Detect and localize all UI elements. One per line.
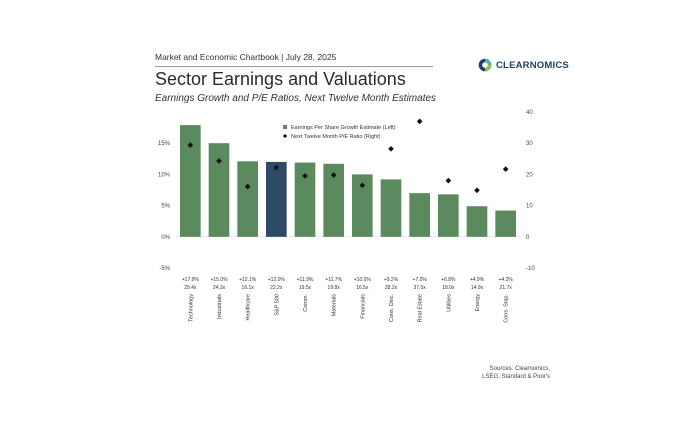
eps-growth-label: +12.0% — [268, 277, 286, 283]
chartbook-header: Market and Economic Chartbook | July 28,… — [155, 52, 337, 62]
bar-9 — [438, 194, 459, 237]
pe-ratio-label: 37.0x — [414, 285, 427, 291]
pe-ratio-label: 14.9x — [471, 285, 484, 291]
header-rule — [155, 66, 433, 67]
pe-marker-4 — [302, 173, 308, 179]
category-label: Comm. — [303, 294, 309, 312]
right-axis-tick: 0 — [526, 235, 530, 241]
pe-marker-0 — [187, 142, 194, 148]
bar-10 — [466, 206, 488, 237]
pe-ratio-label: 18.0x — [442, 285, 455, 291]
pe-marker-1 — [216, 158, 222, 164]
pe-ratio-label: 22.2x — [270, 285, 283, 291]
eps-growth-label: +10.0% — [354, 277, 372, 283]
category-label: Cons. Disc. — [389, 294, 395, 323]
legend-marker-label: Next Twelve Month P/E Ratio (Right) — [291, 134, 381, 140]
eps-growth-label: +11.7% — [325, 277, 342, 283]
left-axis-tick: -5% — [159, 266, 170, 272]
eps-growth-label: +7.0% — [413, 277, 428, 283]
left-axis-tick: 15% — [158, 141, 171, 147]
bar-6 — [352, 174, 373, 237]
bar-3 — [266, 161, 287, 237]
pe-ratio-label: 28.2x — [385, 285, 398, 291]
bar-5 — [323, 163, 344, 237]
pe-marker-7 — [388, 145, 394, 152]
eps-growth-label: +15.0% — [210, 277, 228, 283]
eps-growth-label: +9.2% — [384, 277, 399, 283]
pe-marker-10 — [474, 187, 480, 194]
pe-marker-6 — [359, 182, 366, 189]
pe-marker-9 — [445, 177, 452, 184]
category-label: Financials — [360, 294, 366, 319]
eps-growth-label: +4.2% — [499, 277, 514, 283]
category-label: Energy — [475, 294, 481, 312]
pe-ratio-label: 24.3x — [213, 285, 226, 291]
sources-line-2: LSEG, Standard & Poor's — [482, 374, 550, 380]
legend-bar-swatch — [283, 125, 287, 129]
eps-growth-label: +11.9% — [297, 277, 314, 283]
eps-growth-label: +4.9% — [470, 277, 485, 283]
logo-text: CLEARNOMICS — [496, 59, 569, 71]
eps-growth-label: +17.9% — [182, 277, 200, 283]
category-label: Technology — [188, 294, 194, 322]
pe-marker-11 — [502, 166, 509, 172]
pe-ratio-label: 21.7x — [500, 285, 513, 291]
category-label: Utilities — [446, 294, 452, 312]
pe-marker-2 — [244, 183, 251, 190]
right-axis-tick: 10 — [526, 204, 533, 210]
pe-ratio-label: 19.8x — [328, 285, 341, 291]
category-label: Real Estate — [418, 294, 424, 322]
bar-7 — [380, 179, 402, 237]
pe-marker-8 — [416, 118, 423, 125]
legend-bar-label: Earnings Per Share Growth Estimate (Left… — [291, 125, 396, 131]
sources-note: Sources: Clearnomics, LSEG, Standard & P… — [482, 365, 550, 381]
legend-marker-swatch — [282, 133, 288, 139]
pe-marker-5 — [330, 172, 337, 178]
right-axis-tick: 20 — [526, 172, 533, 178]
bar-1 — [208, 143, 230, 237]
category-label: Industrials — [217, 294, 223, 319]
category-label: Cons. Stap. — [504, 294, 510, 323]
right-axis-tick: 40 — [526, 110, 533, 116]
right-axis-tick: 30 — [526, 141, 533, 147]
left-axis-tick: 0% — [161, 235, 170, 241]
bar-11 — [495, 210, 516, 237]
bar-0 — [180, 125, 201, 237]
category-label: Healthcare — [246, 294, 252, 321]
eps-growth-label: +12.1% — [239, 277, 257, 283]
bar-4 — [294, 162, 316, 237]
pe-ratio-label: 16.5x — [356, 285, 369, 291]
bar-2 — [237, 161, 258, 237]
pe-ratio-label: 19.5x — [299, 285, 312, 291]
pe-ratio-label: 16.1x — [242, 285, 255, 291]
chart-title: Sector Earnings and Valuations — [155, 69, 406, 89]
clearnomics-logo: CLEARNOMICS — [478, 58, 569, 72]
category-label: Materials — [332, 294, 338, 317]
chart-subtitle: Earnings Growth and P/E Ratios, Next Twe… — [155, 93, 437, 104]
eps-growth-label: +6.8% — [441, 277, 456, 283]
pe-ratio-label: 29.4x — [184, 285, 197, 291]
right-axis-tick: -10 — [526, 266, 535, 272]
sources-line-1: Sources: Clearnomics, — [489, 366, 550, 372]
pe-marker-3 — [273, 164, 280, 171]
bar-8 — [409, 193, 430, 237]
category-label: S&P 500 — [274, 294, 280, 316]
left-axis-tick: 10% — [158, 172, 171, 178]
left-axis-tick: 5% — [161, 204, 170, 210]
clearnomics-logo-icon — [478, 58, 492, 72]
